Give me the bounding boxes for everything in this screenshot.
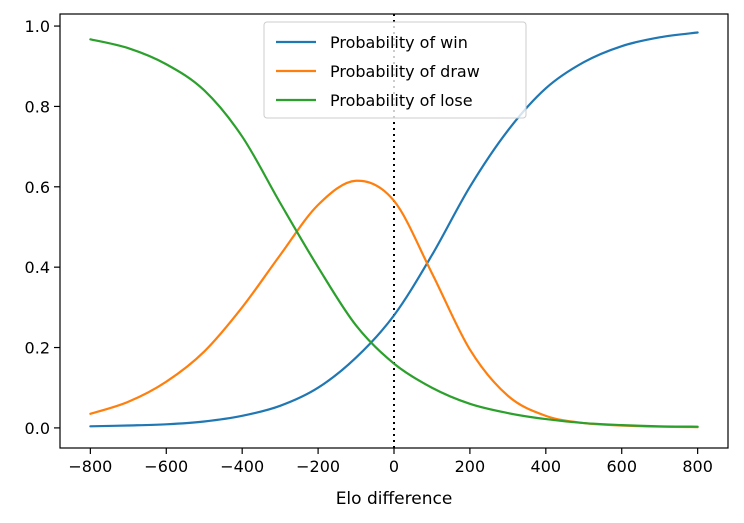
x-tick-label: 400 <box>531 457 562 476</box>
series-layer <box>89 31 699 429</box>
x-tick-label: 200 <box>455 457 486 476</box>
legend-label-2: Probability of draw <box>330 62 480 81</box>
series-line-1 <box>89 31 699 428</box>
x-tick-label: −600 <box>144 457 188 476</box>
legend-label-3: Probability of lose <box>330 91 473 110</box>
legend-label-1: Probability of win <box>330 33 468 52</box>
legend: Probability of win Probability of draw Pro… <box>263 21 527 119</box>
legend-items: Probability of win Probability of draw Pro… <box>276 33 480 110</box>
series-line-3 <box>89 38 699 428</box>
y-tick-label: 0.6 <box>25 178 50 197</box>
legend-frame <box>263 21 527 119</box>
y-tick-label: 0.4 <box>25 258 50 277</box>
x-tick-label: −200 <box>296 457 340 476</box>
y-ticks: 0.0 0.2 0.4 0.6 0.8 1.0 <box>25 17 60 438</box>
y-tick-label: 0.8 <box>25 97 50 116</box>
y-tick-label: 0.0 <box>25 419 50 438</box>
y-tick-label: 1.0 <box>25 17 50 36</box>
x-ticks: −800 −600 −400 −200 0 200 400 600 800 <box>68 448 713 476</box>
y-tick-label: 0.2 <box>25 339 50 358</box>
x-tick-label: 800 <box>682 457 713 476</box>
x-tick-label: −400 <box>220 457 264 476</box>
x-axis-label: Elo difference <box>336 489 453 509</box>
x-tick-label: −800 <box>68 457 112 476</box>
x-tick-label: 0 <box>389 457 399 476</box>
x-tick-label: 600 <box>606 457 637 476</box>
